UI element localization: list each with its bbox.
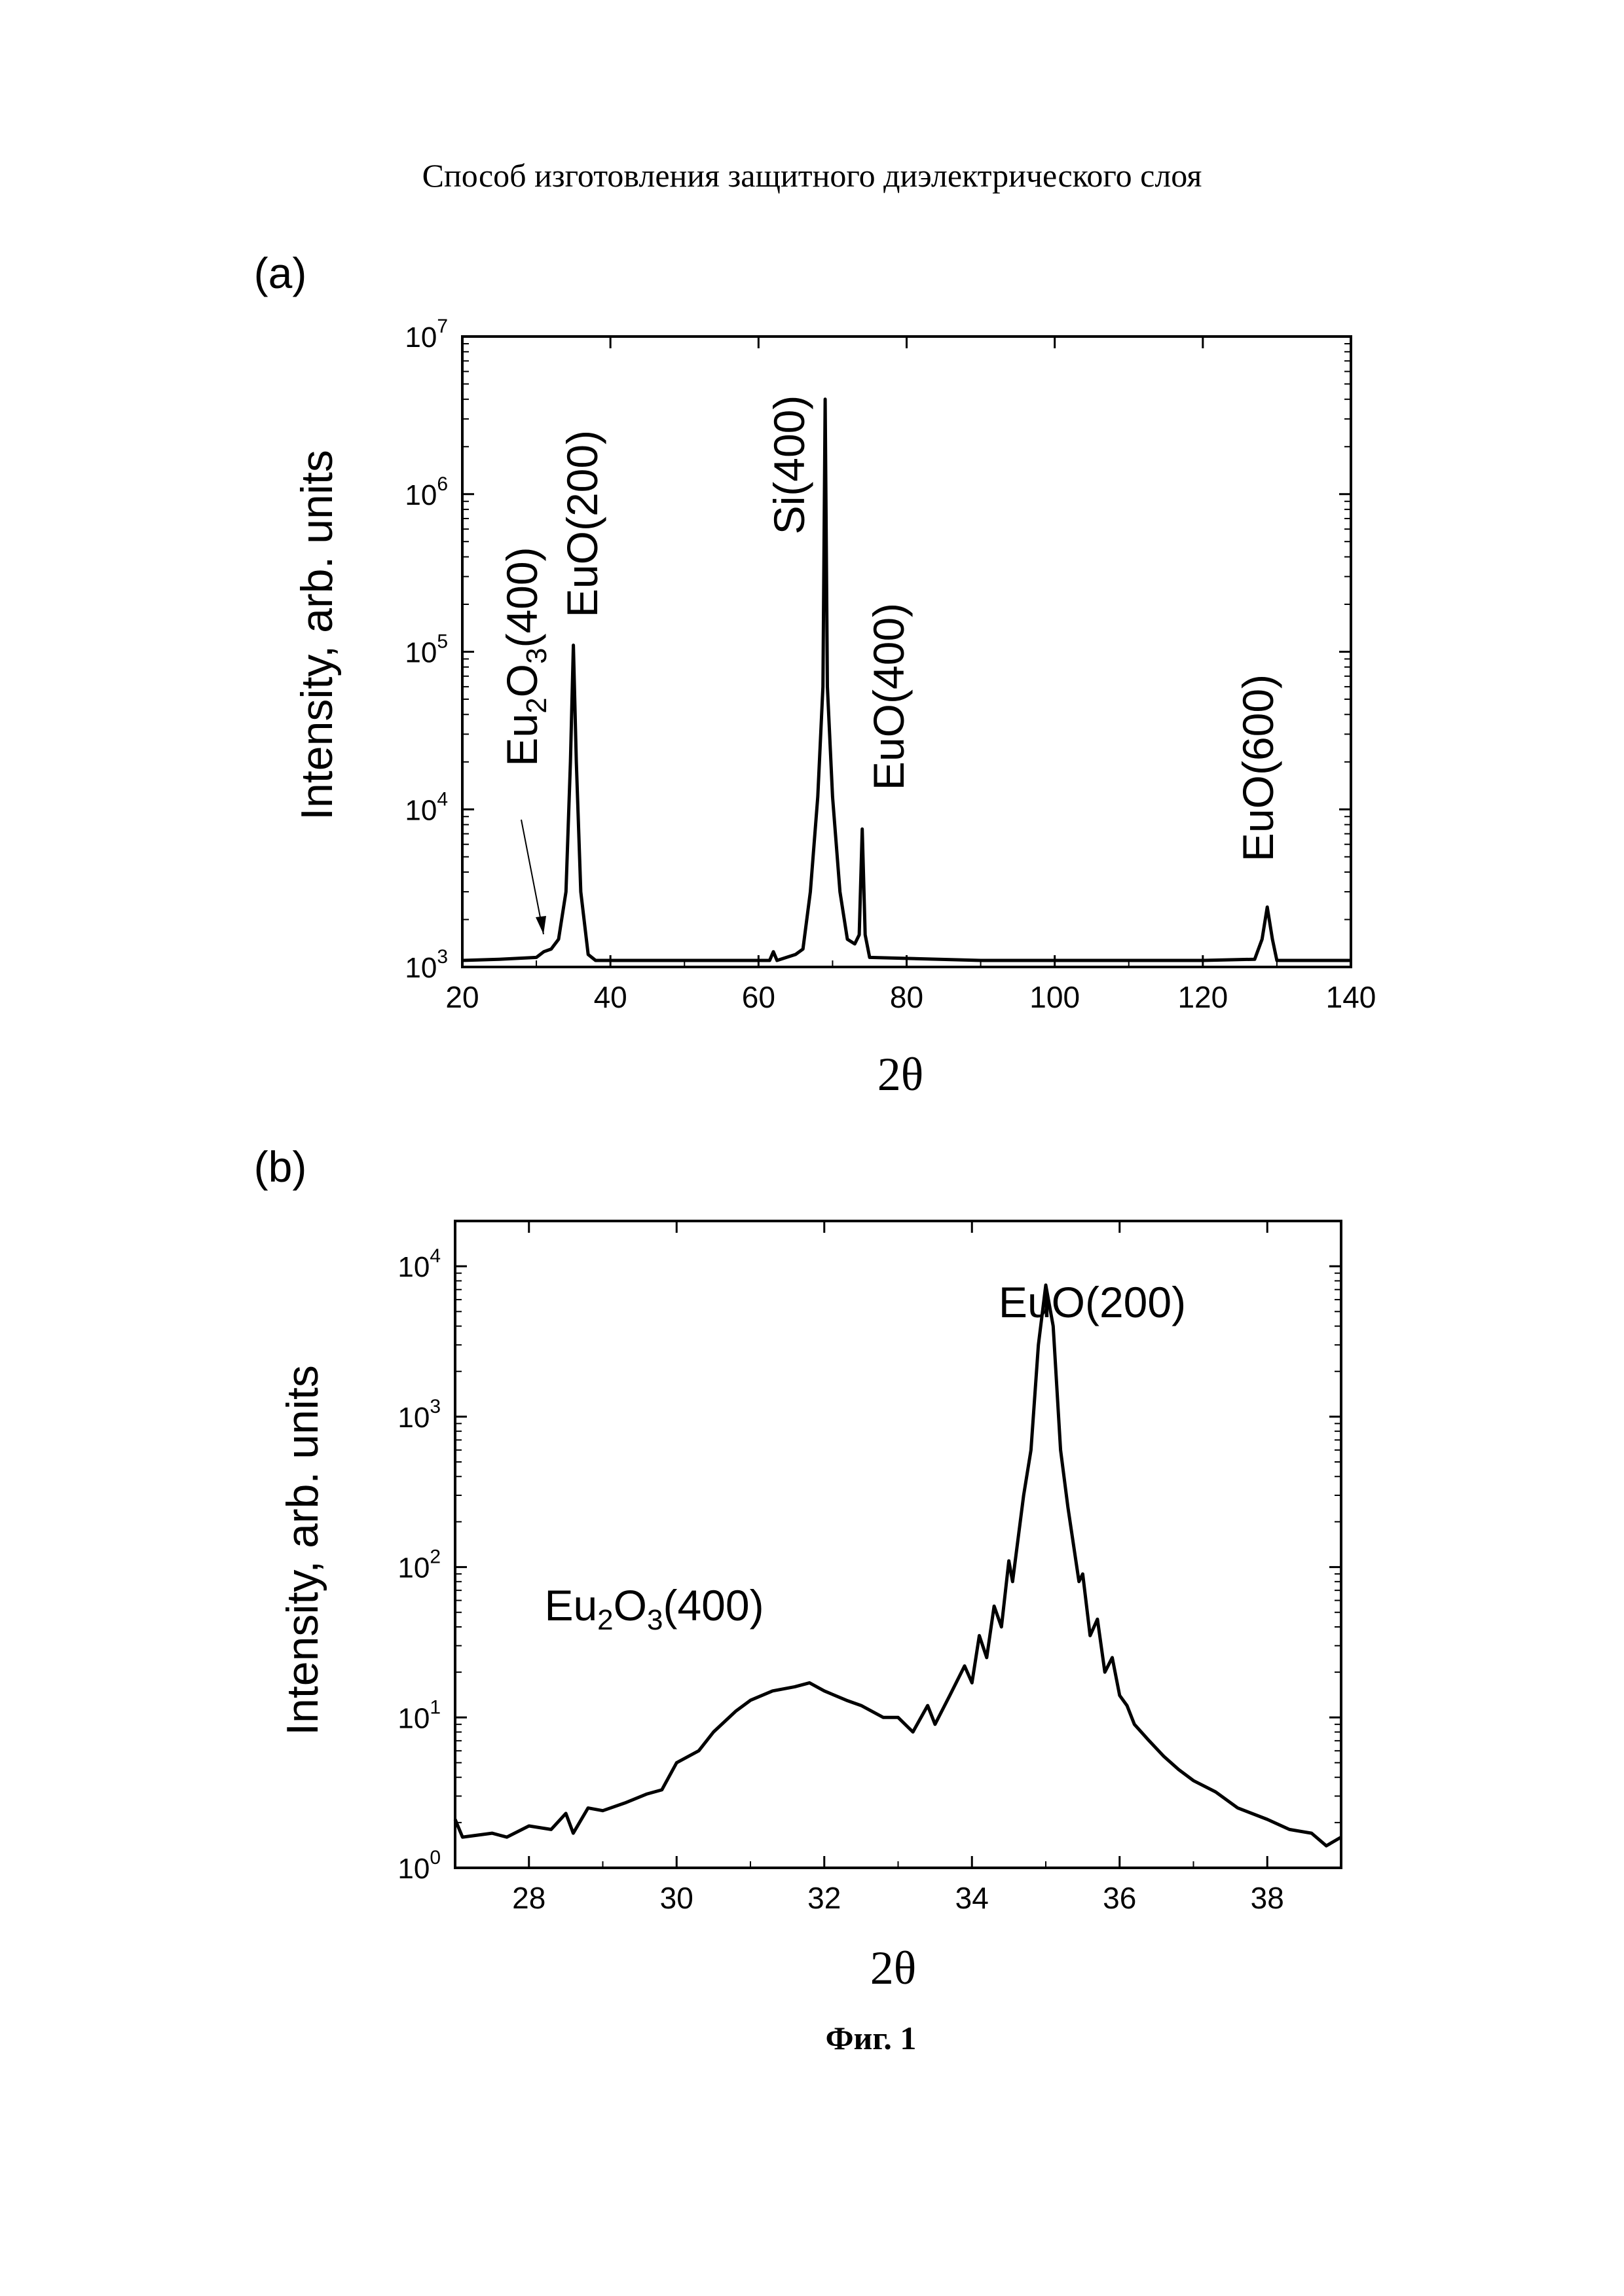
x-tick-label: 120: [1177, 980, 1228, 1014]
chart-panel-b: (b) 28 30 32 34 36 38 100 101 102 103 104 Intensity,…: [254, 1142, 1341, 1994]
y-tick-label: 104: [405, 788, 448, 826]
x-tick-label: 20: [445, 980, 479, 1014]
peak-annotation: Si(400): [765, 395, 813, 535]
y-axis-label: Intensity, arb. units: [278, 1365, 327, 1736]
x-axis-label: 2θ: [870, 1942, 917, 1994]
x-tick-label: 60: [742, 980, 775, 1014]
figure-caption: Фиг. 1: [826, 2020, 917, 2056]
peak-annotation: Eu2O3(400): [544, 1581, 764, 1636]
x-axis-label: 2θ: [877, 1048, 924, 1101]
y-tick-label: 103: [397, 1396, 441, 1434]
x-tick-label: 34: [955, 1881, 989, 1915]
x-tick-label: 32: [807, 1881, 841, 1915]
peak-annotation: EuO(600): [1234, 674, 1282, 862]
y-axis-label: Intensity, arb. units: [292, 450, 342, 820]
arrow-head-icon: [536, 916, 546, 934]
x-tick-label: 28: [512, 1881, 545, 1915]
y-tick-label: 102: [397, 1546, 441, 1584]
x-tick-label: 38: [1251, 1881, 1284, 1915]
plot-frame: [455, 1221, 1341, 1868]
peak-annotation: EuO(200): [999, 1278, 1186, 1326]
x-tick-label: 40: [594, 980, 627, 1014]
y-tick-label: 103: [405, 946, 448, 984]
y-tick-label: 100: [397, 1847, 441, 1885]
peak-annotation: EuO(200): [558, 430, 606, 617]
page-title: Способ изготовления защитного диэлектрич…: [422, 157, 1202, 194]
x-tick-label: 36: [1103, 1881, 1136, 1915]
data-series-line: [455, 1285, 1341, 1846]
peak-annotation: Eu2O3(400): [498, 547, 553, 766]
y-tick-label: 106: [405, 473, 448, 511]
y-tick-label: 107: [405, 316, 448, 354]
y-tick-label: 101: [397, 1696, 441, 1734]
panel-label: (a): [254, 249, 307, 297]
x-tick-label: 100: [1029, 980, 1080, 1014]
x-tick-label: 80: [890, 980, 923, 1014]
figure: Способ изготовления защитного диэлектрич…: [0, 0, 1624, 2296]
x-tick-label: 30: [660, 1881, 693, 1915]
peak-annotation: EuO(400): [864, 603, 913, 790]
y-tick-label: 105: [405, 631, 448, 669]
x-tick-label: 140: [1326, 980, 1376, 1014]
y-tick-label: 104: [397, 1245, 441, 1283]
chart-panel-a: (a) 20 40 60 80 100 120 140 103 104 105 106 107 Inten…: [254, 249, 1376, 1101]
panel-label: (b): [254, 1142, 307, 1191]
